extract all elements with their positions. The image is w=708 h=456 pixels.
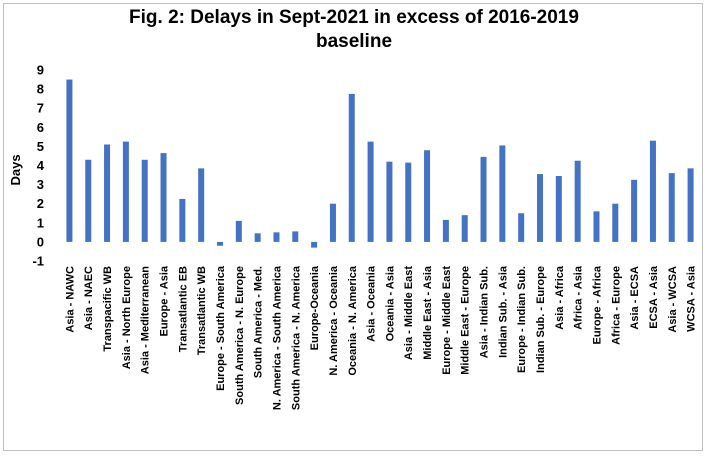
- bar: [687, 168, 694, 242]
- bar: [329, 203, 336, 242]
- x-tick-label: Middle East - Europe: [460, 266, 472, 375]
- bar: [386, 161, 393, 242]
- x-tick-label: Asia - Oceania: [366, 265, 378, 342]
- bar: [217, 241, 223, 246]
- bar: [348, 93, 355, 242]
- x-tick-label: Asia - Mediterranean: [140, 266, 152, 374]
- x-tick-label: Oceania - Asia: [384, 265, 396, 341]
- x-tick-label: Transatlantic EB: [177, 266, 189, 352]
- chart-title-line2: baseline: [315, 31, 393, 52]
- bars: [66, 79, 694, 248]
- x-tick-label: Asia - ECSA: [629, 266, 641, 330]
- bar: [122, 141, 129, 242]
- bar: [198, 168, 205, 242]
- bar: [612, 203, 619, 242]
- bar: [311, 241, 318, 248]
- x-tick-label: South America - N. Europe: [234, 266, 246, 405]
- x-tick-label: Europe - Indian Sub.: [516, 266, 528, 373]
- bar: [292, 231, 299, 242]
- y-tick-label: 5: [37, 139, 44, 154]
- y-tick-label: 3: [37, 177, 44, 192]
- x-tick-label: Europe - Middle East: [441, 266, 453, 375]
- y-tick-label: 6: [37, 120, 44, 135]
- x-tick-label: Europe - Asia: [159, 265, 171, 336]
- x-tick-label: Oceania - N. America: [347, 265, 359, 376]
- bar: [179, 198, 186, 242]
- x-tick-label: Asia - NAWC: [64, 266, 76, 333]
- x-tick-label: Europe-Oceania: [309, 265, 321, 350]
- bar: [499, 145, 506, 242]
- bar: [235, 220, 242, 242]
- x-tick-label: Asia - WCSA: [667, 266, 679, 333]
- x-tick-label: Asia - Middle East: [403, 266, 415, 360]
- y-tick-label: 2: [37, 196, 44, 211]
- bar: [668, 173, 675, 242]
- x-tick-label: Middle East - Asia: [422, 265, 434, 360]
- chart-title: Fig. 2: Delays in Sept-2021 in excess of…: [0, 6, 708, 54]
- x-tick-label: Europe - Africa: [591, 265, 603, 344]
- bar: [518, 213, 525, 242]
- bar: [555, 176, 562, 242]
- x-tick-label: Asia - Africa: [554, 265, 566, 330]
- bar: [480, 156, 487, 242]
- x-tick-label: South America - N. America: [290, 265, 302, 410]
- x-tick-label: Transpacific WB: [102, 266, 114, 352]
- x-tick-label: Africa - Europe: [610, 266, 622, 345]
- bar: [631, 179, 638, 242]
- y-tick-label: 0: [37, 234, 44, 249]
- y-tick-label: 1: [37, 215, 44, 230]
- bar: [66, 79, 73, 242]
- bar: [574, 160, 581, 242]
- y-axis-label: Days: [8, 154, 23, 185]
- y-axis-ticks: -1 0 1 2 3 4 5 6 7 8 9: [32, 63, 44, 269]
- bar: [593, 211, 600, 242]
- x-tick-label: Indian Sub. - Asia: [497, 265, 509, 358]
- bar: [160, 153, 167, 242]
- y-tick-label: 8: [37, 82, 44, 97]
- bar: [254, 233, 261, 242]
- x-tick-label: Africa - Asia: [573, 265, 585, 330]
- bar: [85, 159, 92, 242]
- bar: [649, 140, 656, 242]
- bar: [104, 144, 111, 242]
- x-axis-ticks: Asia - NAWC Asia - NAEC Transpacific WB Asi…: [64, 265, 697, 410]
- x-tick-label: N. America - Oceania: [328, 265, 340, 376]
- y-tick-label: 9: [37, 63, 44, 78]
- x-tick-label: ECSA - Asia: [648, 265, 660, 329]
- x-tick-label: Europe - South America: [215, 265, 227, 391]
- bar: [537, 174, 543, 242]
- bar: [273, 232, 280, 242]
- bar: [442, 219, 449, 242]
- y-tick-label: 7: [37, 101, 44, 116]
- x-tick-label: Asia - NAEC: [83, 266, 95, 330]
- y-tick-label: 4: [37, 158, 45, 173]
- bar: [367, 141, 374, 242]
- y-tick-label: -1: [32, 254, 44, 269]
- x-tick-label: Asia - Indian Sub.: [479, 266, 491, 358]
- x-tick-label: WCSA - Asia: [686, 265, 698, 332]
- x-tick-label: Asia - North Europe: [121, 266, 133, 369]
- bar: [424, 150, 431, 242]
- bar: [461, 215, 468, 242]
- x-tick-label: N. America - South America: [271, 265, 283, 410]
- x-tick-label: Indian Sub. - Europe: [535, 266, 547, 373]
- x-tick-label: Transatlantic WB: [196, 266, 208, 355]
- bar: [141, 159, 148, 242]
- bar: [405, 162, 412, 242]
- chart-title-line1: Fig. 2: Delays in Sept-2021 in excess of…: [129, 7, 579, 28]
- x-tick-label: South America - Med.: [253, 266, 265, 378]
